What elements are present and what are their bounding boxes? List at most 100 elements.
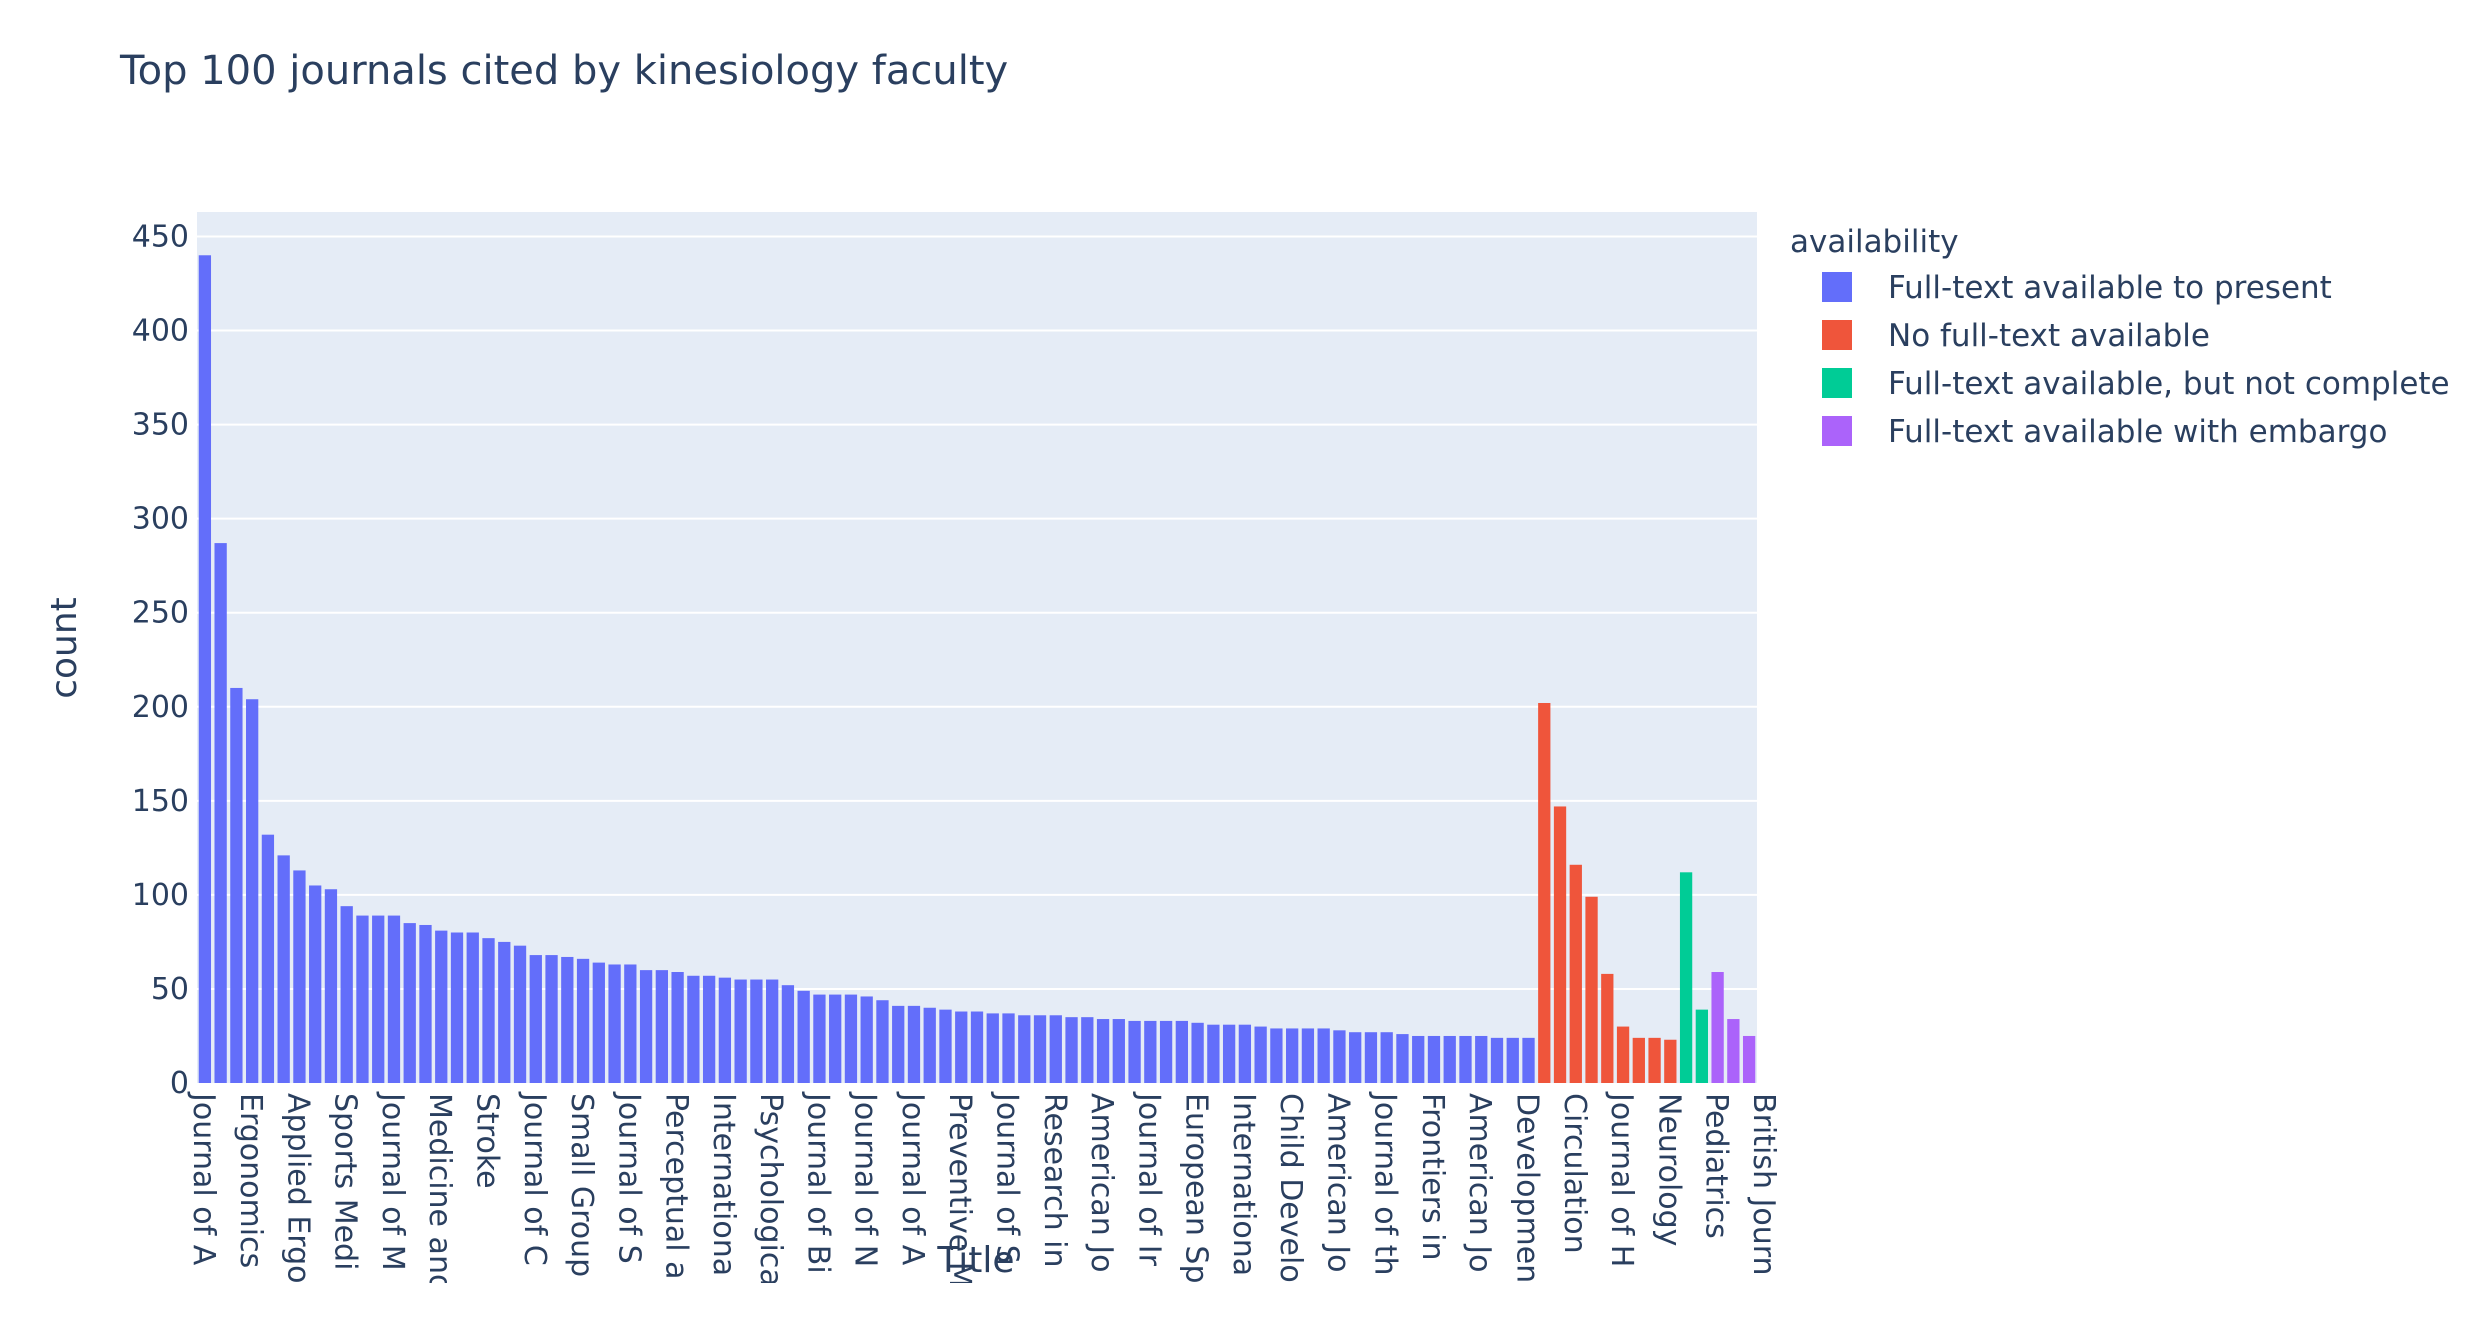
- bar[interactable]: [1553, 806, 1567, 1083]
- bar[interactable]: [608, 964, 621, 1083]
- bar[interactable]: [1364, 1032, 1378, 1083]
- bar[interactable]: [309, 885, 322, 1083]
- bar[interactable]: [1727, 1019, 1740, 1083]
- legend-swatch[interactable]: [1822, 368, 1852, 398]
- bar[interactable]: [230, 687, 243, 1083]
- bar[interactable]: [970, 1011, 984, 1083]
- bar[interactable]: [198, 255, 212, 1083]
- bar[interactable]: [1601, 973, 1614, 1083]
- bar[interactable]: [718, 977, 732, 1083]
- bar[interactable]: [1128, 1020, 1141, 1083]
- bar[interactable]: [1648, 1037, 1661, 1083]
- bar[interactable]: [592, 962, 605, 1083]
- bar[interactable]: [261, 834, 275, 1083]
- bar[interactable]: [1349, 1032, 1362, 1083]
- bar[interactable]: [1475, 1035, 1488, 1083]
- bar[interactable]: [907, 1005, 921, 1083]
- bar[interactable]: [876, 1000, 889, 1083]
- bar[interactable]: [1238, 1024, 1252, 1083]
- bar[interactable]: [1522, 1037, 1535, 1083]
- bar[interactable]: [1207, 1024, 1220, 1083]
- bar[interactable]: [1270, 1028, 1283, 1083]
- bar[interactable]: [1002, 1013, 1015, 1083]
- bar[interactable]: [372, 915, 385, 1083]
- legend-swatch[interactable]: [1822, 272, 1852, 302]
- bar[interactable]: [1632, 1037, 1645, 1083]
- bar[interactable]: [498, 941, 511, 1083]
- bar[interactable]: [860, 996, 873, 1083]
- bar[interactable]: [639, 970, 653, 1083]
- legend-item-label[interactable]: No full-text available: [1888, 318, 2210, 354]
- bar[interactable]: [1679, 872, 1693, 1083]
- bar[interactable]: [655, 970, 668, 1083]
- bar[interactable]: [419, 924, 432, 1083]
- bar[interactable]: [1664, 1039, 1677, 1083]
- bar[interactable]: [403, 923, 416, 1083]
- bar[interactable]: [1396, 1034, 1409, 1083]
- bar[interactable]: [1459, 1035, 1472, 1083]
- bar[interactable]: [1443, 1035, 1456, 1083]
- bar[interactable]: [1286, 1028, 1299, 1083]
- bar[interactable]: [387, 915, 401, 1083]
- bar[interactable]: [1506, 1037, 1519, 1083]
- bar[interactable]: [1380, 1032, 1393, 1083]
- bar[interactable]: [277, 855, 290, 1083]
- bar[interactable]: [955, 1011, 968, 1083]
- bar[interactable]: [923, 1007, 936, 1083]
- bar[interactable]: [766, 979, 779, 1083]
- bar[interactable]: [1616, 1026, 1630, 1083]
- legend[interactable]: Full-text available to present No full-te…: [1822, 270, 2450, 450]
- bar[interactable]: [340, 906, 353, 1083]
- bar[interactable]: [1254, 1026, 1267, 1083]
- bar[interactable]: [1018, 1015, 1031, 1083]
- bar[interactable]: [671, 972, 684, 1083]
- bar[interactable]: [513, 945, 527, 1083]
- bar[interactable]: [1112, 1019, 1125, 1083]
- bar[interactable]: [1490, 1037, 1504, 1083]
- bar[interactable]: [450, 932, 464, 1083]
- bar[interactable]: [1144, 1020, 1157, 1083]
- bar[interactable]: [687, 975, 700, 1083]
- bar[interactable]: [246, 699, 259, 1083]
- bar[interactable]: [844, 994, 858, 1083]
- bar[interactable]: [324, 889, 338, 1083]
- bar[interactable]: [529, 955, 542, 1083]
- bar[interactable]: [466, 932, 479, 1083]
- bar[interactable]: [1096, 1019, 1110, 1083]
- bar[interactable]: [1742, 1035, 1756, 1083]
- bar[interactable]: [1191, 1022, 1204, 1083]
- bar[interactable]: [1159, 1020, 1173, 1083]
- bar[interactable]: [734, 979, 747, 1083]
- bar[interactable]: [813, 994, 826, 1083]
- legend-swatch[interactable]: [1822, 320, 1852, 350]
- bar[interactable]: [1033, 1015, 1047, 1083]
- bar[interactable]: [356, 915, 369, 1083]
- bar[interactable]: [702, 975, 716, 1083]
- bar[interactable]: [797, 990, 810, 1083]
- bar[interactable]: [1333, 1030, 1346, 1083]
- bar[interactable]: [435, 930, 448, 1083]
- bar[interactable]: [1412, 1035, 1425, 1083]
- bar[interactable]: [482, 938, 495, 1083]
- bar[interactable]: [1427, 1035, 1441, 1083]
- bar[interactable]: [293, 870, 306, 1083]
- legend-swatch[interactable]: [1822, 416, 1852, 446]
- bar[interactable]: [1222, 1024, 1236, 1083]
- legend-item-label[interactable]: Full-text available to present: [1888, 270, 2332, 306]
- bar[interactable]: [1065, 1017, 1078, 1083]
- bar[interactable]: [214, 543, 227, 1083]
- bar[interactable]: [1538, 702, 1551, 1083]
- bar[interactable]: [892, 1005, 905, 1083]
- bar[interactable]: [1175, 1020, 1188, 1083]
- bar[interactable]: [1301, 1028, 1315, 1083]
- bar[interactable]: [1081, 1017, 1094, 1083]
- bar[interactable]: [829, 994, 842, 1083]
- bar[interactable]: [750, 979, 763, 1083]
- bar[interactable]: [545, 955, 558, 1083]
- bar[interactable]: [781, 985, 795, 1083]
- bar[interactable]: [576, 958, 590, 1083]
- bar[interactable]: [1585, 896, 1598, 1083]
- bar[interactable]: [1569, 864, 1582, 1083]
- legend-item-label[interactable]: Full-text available with embargo: [1888, 414, 2387, 450]
- bar[interactable]: [1049, 1015, 1062, 1083]
